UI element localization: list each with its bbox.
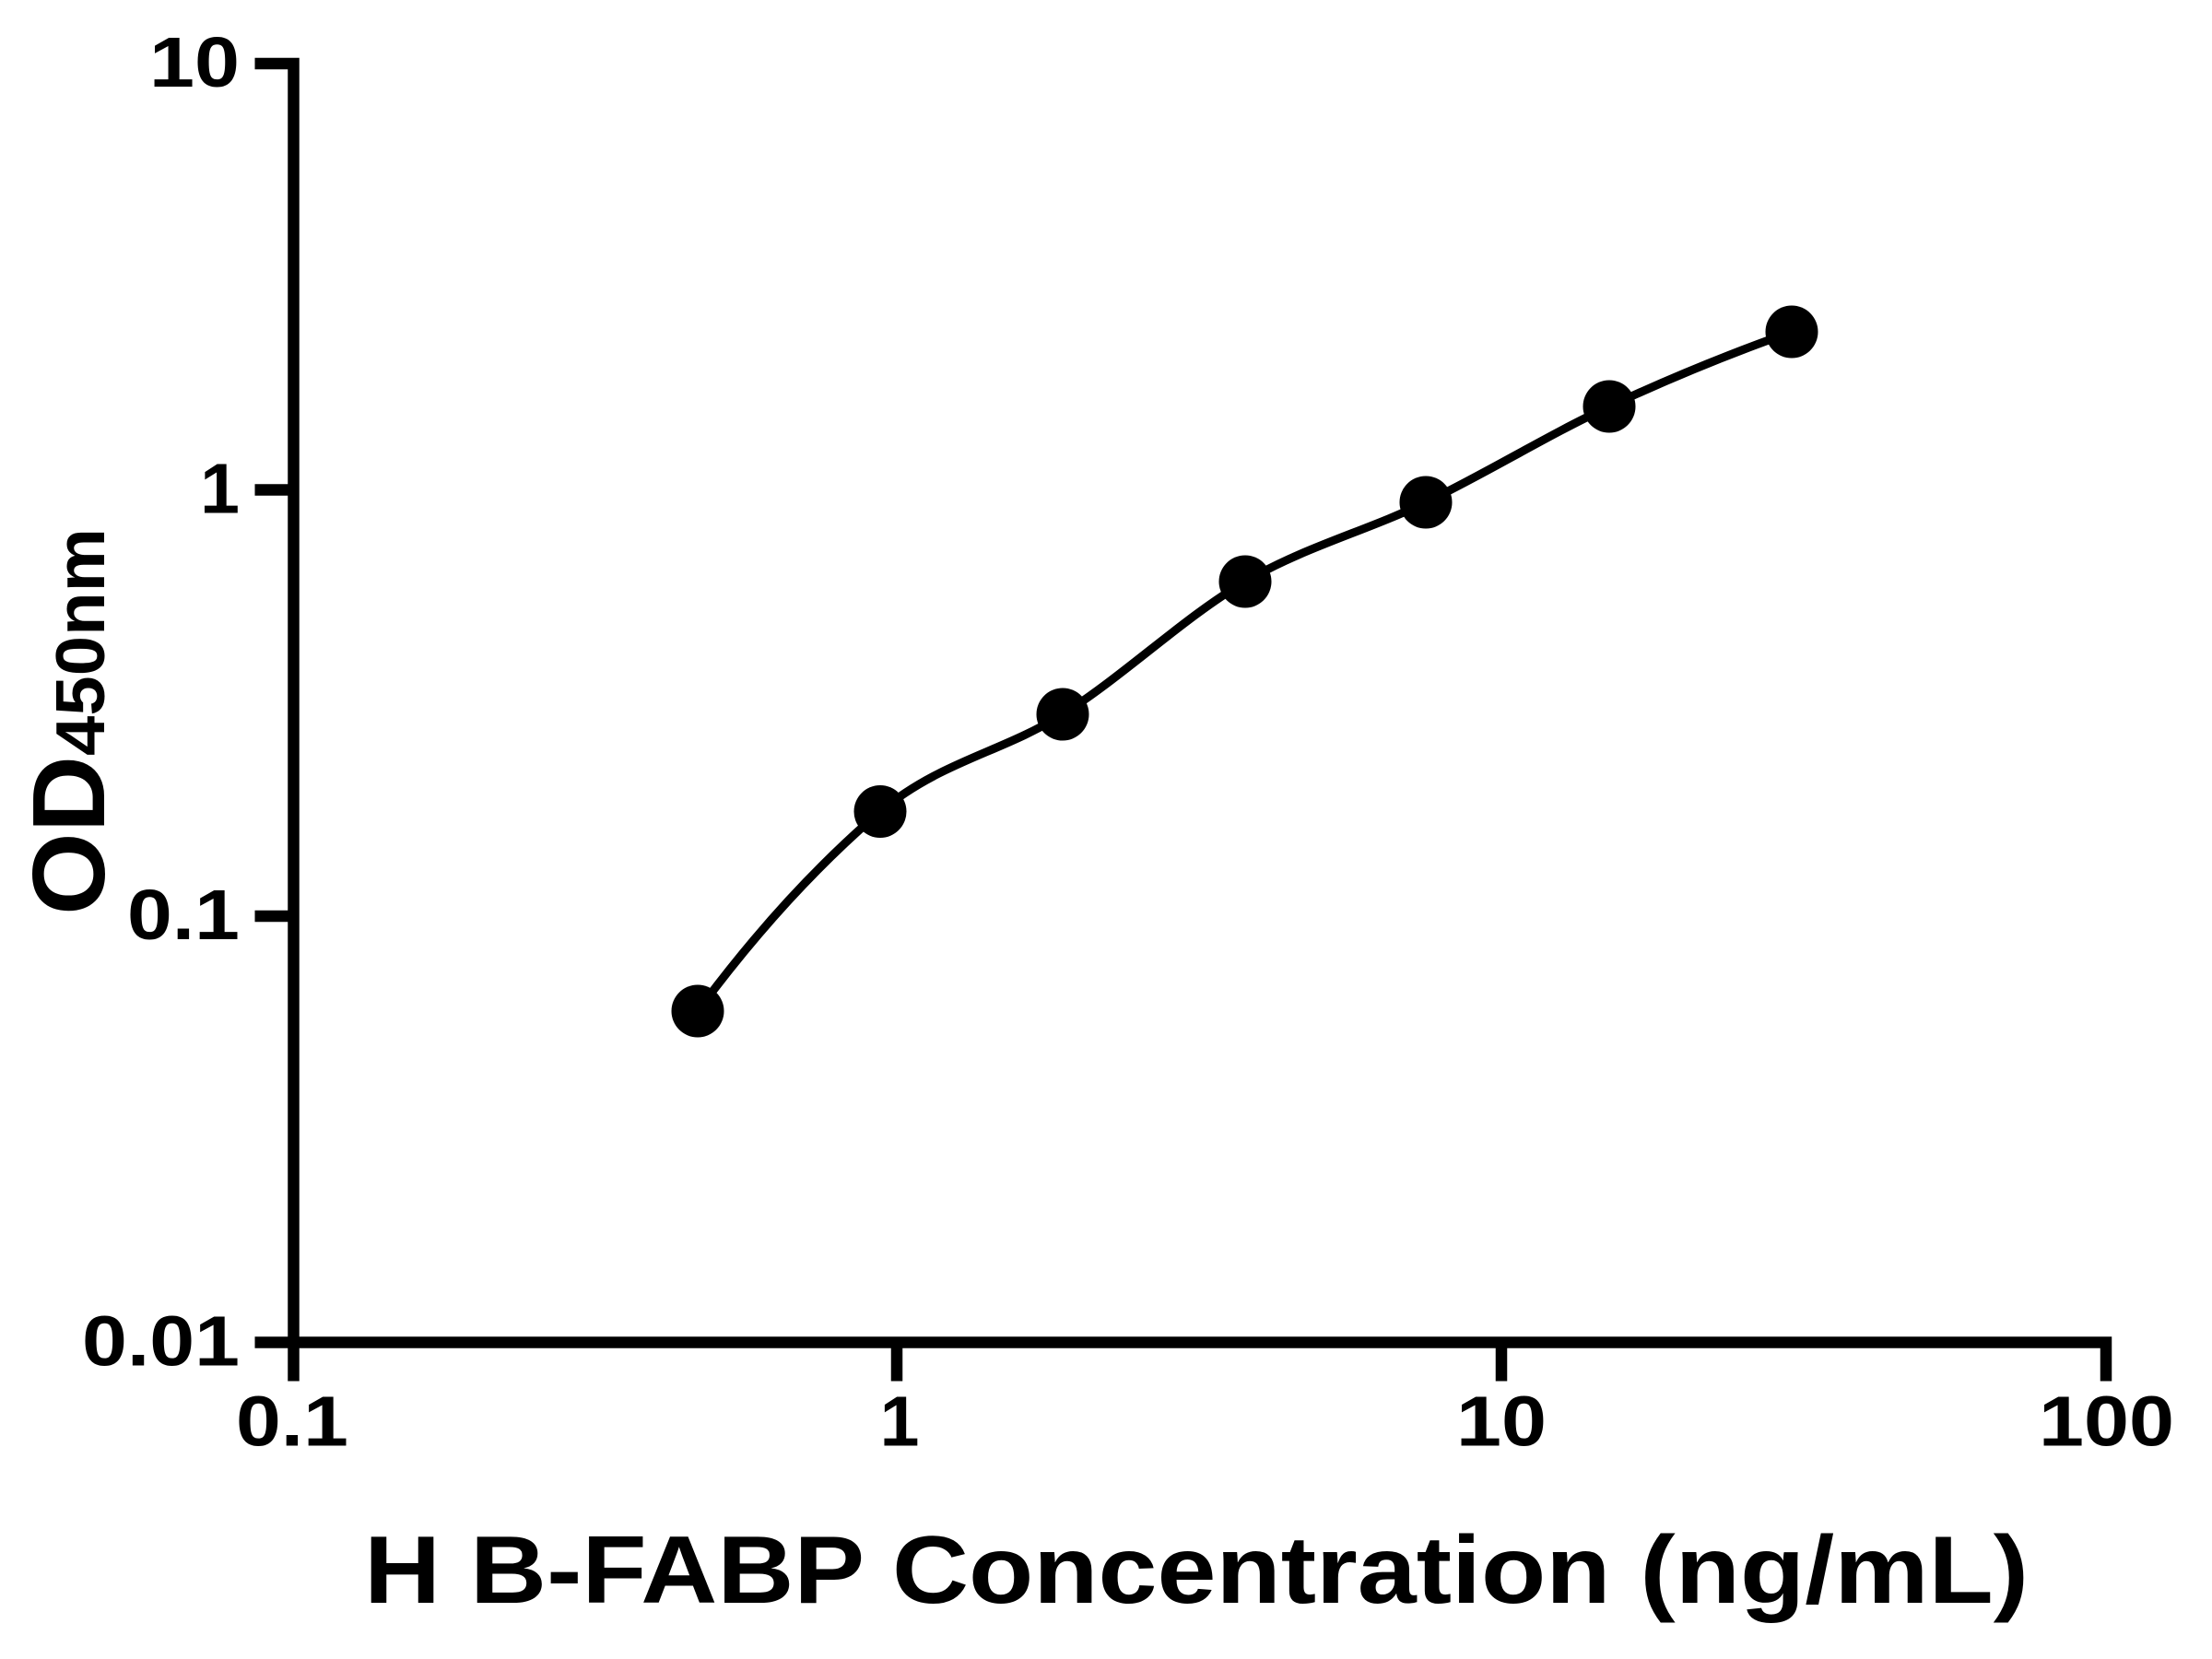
svg-text:1: 1 — [880, 1382, 920, 1462]
svg-text:10: 10 — [1456, 1382, 1547, 1462]
svg-text:H B-FABP Concentration (ng/mL): H B-FABP Concentration (ng/mL) — [364, 1517, 2029, 1624]
svg-text:10: 10 — [149, 23, 240, 102]
svg-text:100: 100 — [2039, 1382, 2174, 1462]
svg-text:0.01: 0.01 — [82, 1302, 240, 1382]
svg-text:1: 1 — [200, 450, 240, 529]
svg-text:0.1: 0.1 — [236, 1382, 348, 1462]
svg-text:OD450nm: OD450nm — [12, 528, 126, 915]
svg-text:0.1: 0.1 — [127, 876, 240, 955]
